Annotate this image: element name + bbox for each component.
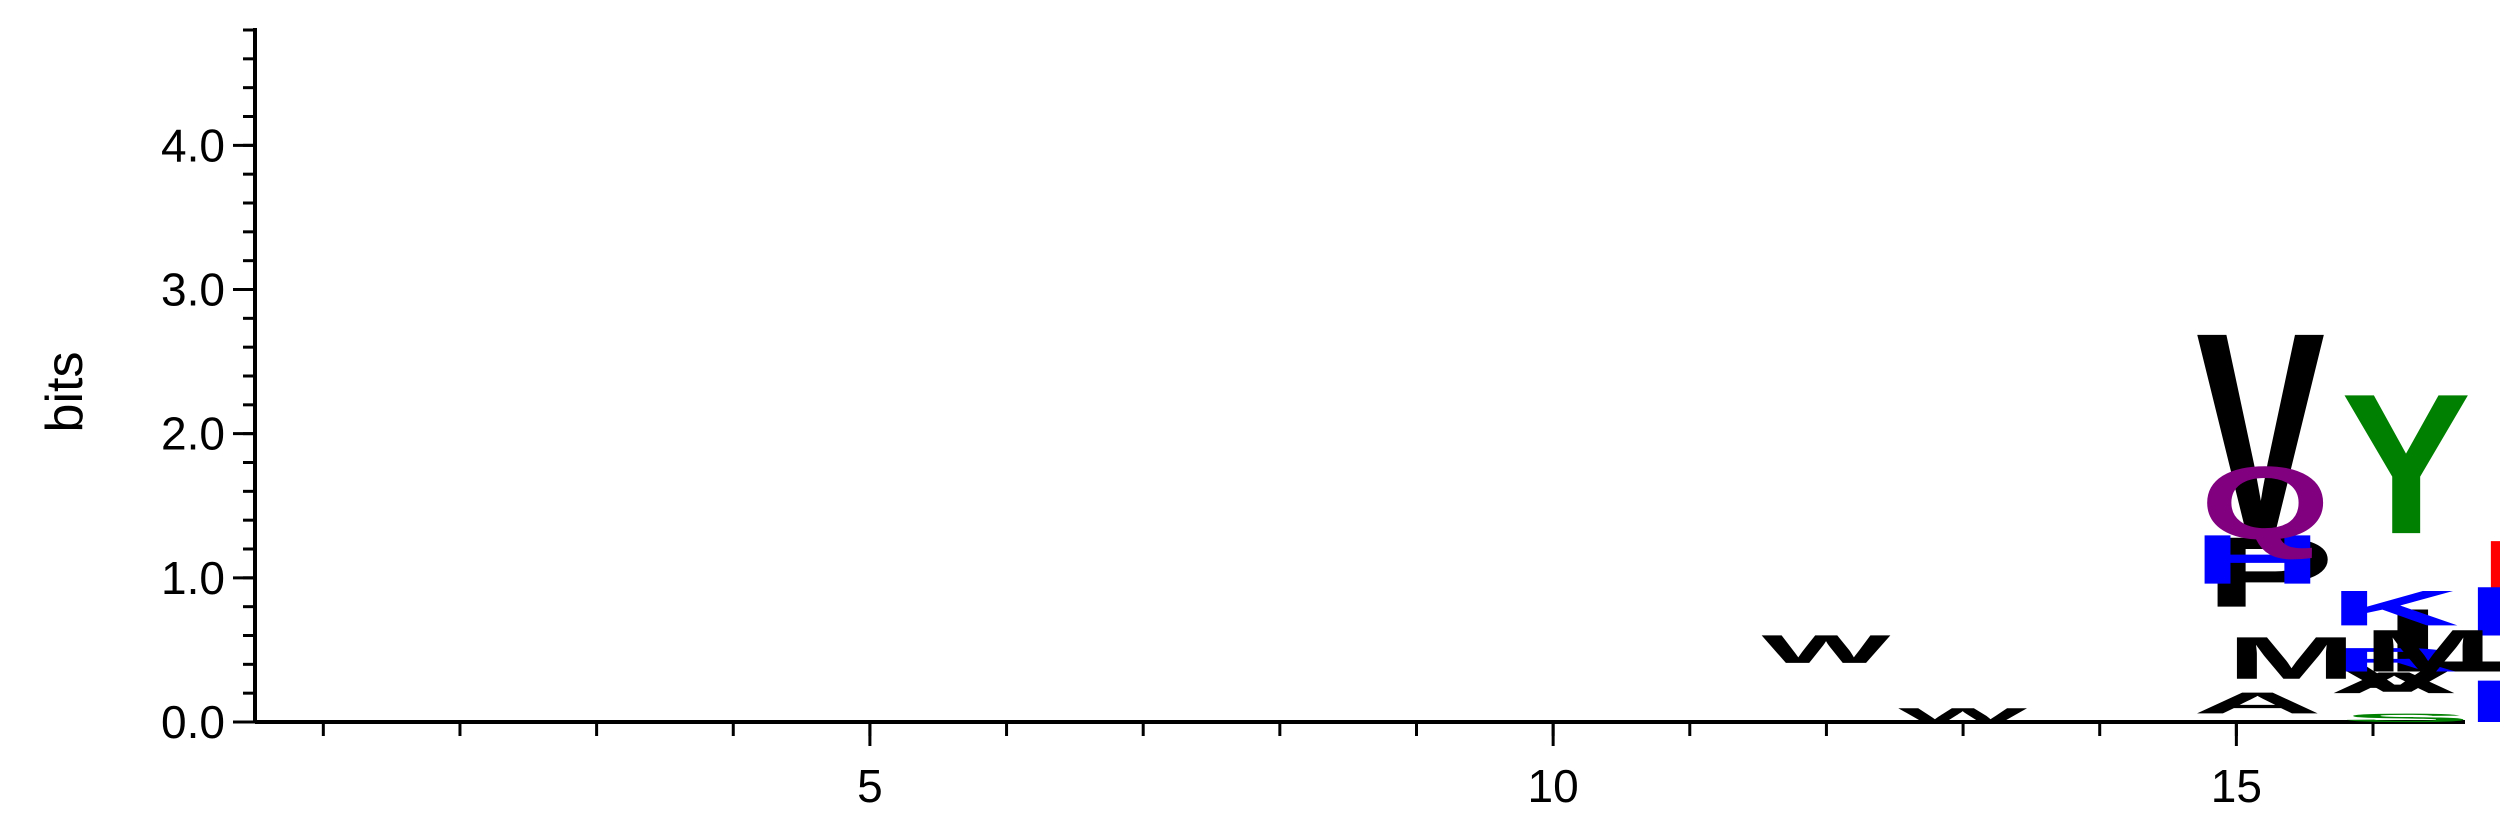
x-tick-label: 15: [2211, 760, 2262, 812]
x-tick-label: 5: [857, 760, 883, 812]
logo-glyph: E: [2478, 690, 2500, 712]
logo-glyph: P: [2205, 516, 2335, 628]
y-tick-label: 2.0: [161, 408, 225, 460]
logo-glyph: H: [2193, 520, 2323, 598]
y-tick-label: 0.0: [161, 696, 225, 748]
x-axis: 5 10 15: [255, 720, 2465, 812]
y-axis-title: bits: [36, 352, 94, 433]
y-tick-label: 4.0: [161, 119, 225, 171]
logo-glyph: S: [2341, 711, 2471, 724]
logo-glyph: Y: [2478, 620, 2500, 654]
y-tick-label: 3.0: [161, 264, 225, 316]
logo-glyph: E: [2478, 526, 2500, 604]
logo-glyph: M: [2363, 618, 2493, 685]
logo-glyph: K: [2329, 580, 2459, 636]
logo-glyph: Y: [2341, 352, 2471, 576]
logo-glyph: R: [2329, 641, 2459, 679]
logo-glyph: W: [1762, 627, 1891, 672]
y-axis: 0.0 1.0 2.0 3.0 4.0: [161, 28, 257, 748]
logo-glyph: L: [2383, 590, 2500, 691]
logo-glyph: A: [2329, 666, 2459, 700]
logo-glyph: M: [2227, 625, 2357, 692]
logo-glyph-stacks: ILPVSAVWLHYWEARYKEQRMKLIFMLFLGGTEQGPRAKR…: [1762, 273, 2500, 735]
logo-glyph: W: [1898, 704, 2028, 726]
logo-glyph: K: [2466, 572, 2500, 650]
logo-glyph: V: [2333, 655, 2462, 700]
logo-glyph: A: [2193, 686, 2323, 720]
logo-glyph: Q: [2200, 445, 2330, 561]
logo-glyph: V: [2196, 273, 2325, 596]
y-tick-label: 1.0: [161, 552, 225, 604]
x-tick-label: 10: [1528, 760, 1579, 812]
logo-glyph: R: [2466, 668, 2500, 735]
